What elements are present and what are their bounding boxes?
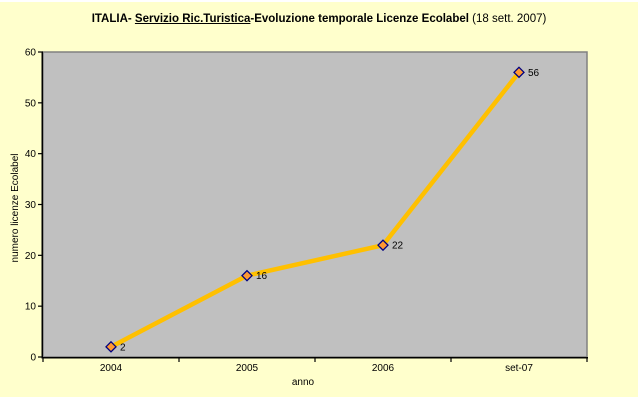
x-tick-label: 2005 — [236, 363, 259, 374]
chart-title-segment-2: -Evoluzione temporale Licenze Ecolabel — [250, 13, 473, 25]
data-point-marker — [377, 239, 389, 252]
x-tick-label: 2004 — [100, 363, 123, 374]
series-line — [109, 70, 521, 349]
data-point-marker — [241, 269, 253, 282]
data-point-marker — [513, 66, 525, 79]
data-point-label: 16 — [256, 271, 268, 282]
y-tick-label: 30 — [25, 200, 37, 211]
y-tick-label: 50 — [25, 98, 37, 109]
x-axis-title: anno — [291, 377, 315, 388]
data-point-marker — [105, 340, 117, 353]
x-tick-label: 2006 — [372, 363, 395, 374]
chart-canvas: ITALIA- Servizio Ric.Turistica-Evoluzion… — [0, 2, 638, 397]
chart-title: ITALIA- Servizio Ric.Turistica-Evoluzion… — [0, 13, 638, 25]
plot-area — [42, 51, 588, 358]
chart-title-segment-3: (18 sett. 2007) — [472, 13, 547, 25]
chart-title-segment-1: Servizio Ric.Turistica — [134, 13, 251, 25]
y-tick-label: 60 — [25, 48, 37, 59]
y-tick-label: 0 — [30, 353, 36, 364]
y-tick-label: 20 — [25, 251, 37, 262]
data-point-label: 22 — [392, 241, 404, 252]
chart-title-segment-0: ITALIA- — [91, 13, 135, 25]
plot-svg: 0 10 20 30 40 50 60 2004 2005 2006 set-07 2 16 22 56 — [25, 48, 588, 374]
y-axis-title-text: numero licenze Ecolabel — [10, 153, 21, 263]
data-point-label: 2 — [120, 342, 126, 353]
y-tick-label: 40 — [25, 149, 37, 160]
data-point-label: 56 — [528, 68, 540, 79]
x-tick-label: set-07 — [505, 363, 533, 374]
y-tick-label: 10 — [25, 302, 37, 313]
